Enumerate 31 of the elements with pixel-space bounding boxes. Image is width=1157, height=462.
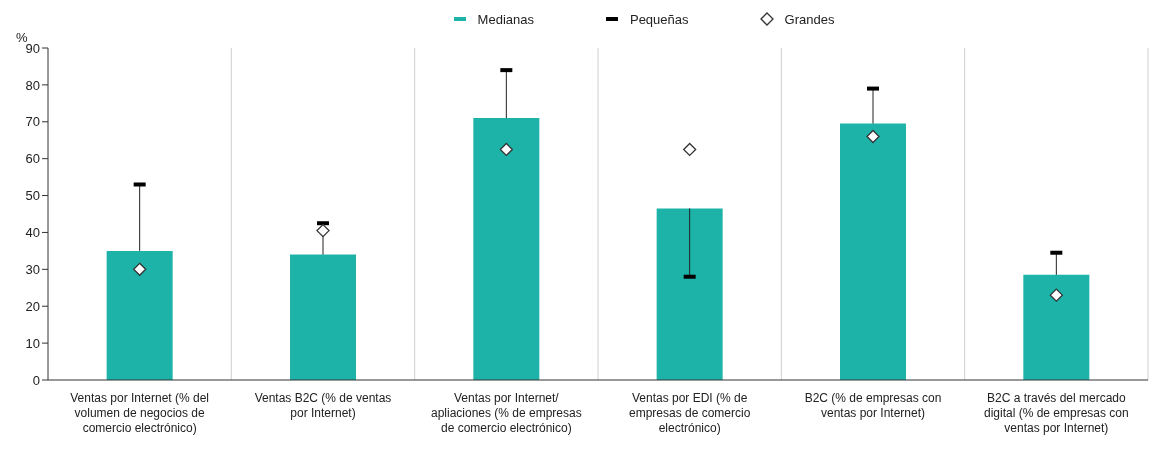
y-tick-label: 50 [25,188,40,204]
legend-label: Medianas [477,11,534,27]
bar [290,254,356,380]
x-tick-label: Ventas por Internet (% del volumen de negocios de comercio electrónico) [70,391,210,435]
bar [473,118,540,380]
bar [1023,274,1090,380]
y-tick-label: 70 [25,114,40,130]
bar [840,123,906,380]
y-tick-label: 40 [25,225,40,241]
bar [656,208,723,380]
legend-label: Grandes [784,11,835,27]
x-tick-label: Ventas por EDI (% de empresas de comercio electrónico) [628,391,751,435]
y-tick-label: 20 [25,298,40,314]
y-axis-title: % [16,30,28,45]
x-tick-label: B2C (% de empresas con ventas por Internet) [804,391,942,420]
y-tick-label: 60 [25,151,40,167]
point [133,262,147,276]
point [316,223,330,238]
x-tick-label: B2C a través del mercado digital (% de empresas con ventas por Internet) [983,391,1129,435]
y-tick-label: 30 [25,261,40,277]
point [1049,288,1063,302]
legend-label: Pequeñas [629,11,689,27]
x-tick-label: Ventas por Internet/ apliaciones (% de empresas de comercio electrónico) [430,391,582,435]
y-tick-label: 10 [25,335,40,351]
x-tick-label: Ventas B2C (% de ventas por Internet) [254,391,392,420]
point [866,129,880,144]
y-tick-label: 80 [25,77,40,93]
y-tick-label: 0 [32,372,40,388]
point [683,142,697,157]
bar [106,250,173,380]
point [499,142,513,157]
